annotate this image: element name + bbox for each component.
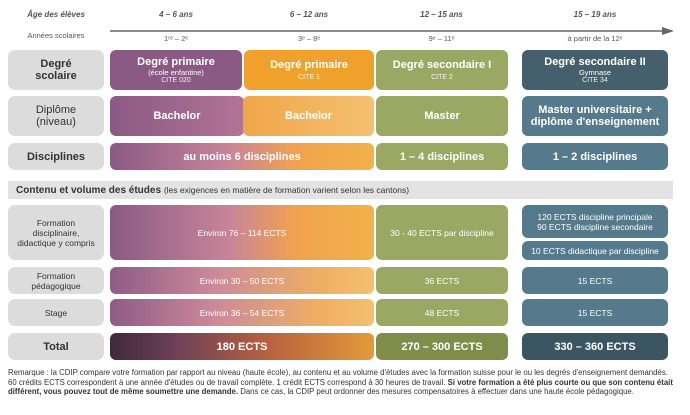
- diploma-cell-primary: Bachelor: [243, 96, 374, 136]
- degree-title: Degré secondaire II: [544, 55, 646, 68]
- degree-title: Degré secondaire I: [392, 58, 492, 71]
- degree-cite: CITE 34: [582, 76, 608, 84]
- pedagogique-cell-secondary-2: 15 ECTS: [522, 267, 668, 294]
- age-header-label: Âge des élèves: [27, 10, 85, 19]
- diploma-text: Master universitaire + diplôme d'enseign…: [530, 104, 660, 128]
- formation-cell-primary: Environ 76 – 114 ECTS: [110, 205, 374, 260]
- years-range-1: 1ʳᵉ – 2ᵉ: [163, 34, 189, 43]
- footnote-bold-text: Si votre formation a été plus courte ou …: [8, 377, 673, 397]
- disciplines-cell-secondary-2: 1 – 2 disciplines: [522, 143, 668, 170]
- formation-second-text: 90 ECTS discipline secondaire: [537, 221, 653, 232]
- age-range-1: 4 – 6 ans: [159, 10, 193, 19]
- pedagogique-cell-secondary-1: 36 ECTS: [376, 267, 508, 294]
- total-cell-primary: 180 ECTS: [110, 333, 374, 360]
- formation-cell-secondary-1: 30 - 40 ECTS par discipline: [376, 205, 508, 260]
- degree-row-label-text: Degré scolaire: [35, 58, 77, 82]
- degree-row-label: Degré scolaire: [8, 50, 104, 90]
- formation-main-text: 120 ECTS discipline principale: [537, 211, 653, 222]
- formation-didactique-text: 10 ECTS didactique par discipline: [531, 245, 659, 256]
- timeline-arrow: [110, 22, 674, 35]
- disciplines-text: au moins 6 disciplines: [183, 150, 301, 163]
- age-range-3: 12 – 15 ans: [420, 10, 463, 19]
- pedagogique-row-label-text: Formation pédagogique: [31, 270, 81, 291]
- degree-cite: CITE 2: [431, 73, 453, 81]
- footnote-end-text: Dans ce cas, la CDIP peut ordonner des m…: [240, 387, 634, 397]
- diploma-cell-secondary-2: Master universitaire + diplôme d'enseign…: [522, 96, 668, 136]
- formation-text: 30 - 40 ECTS par discipline: [390, 227, 494, 238]
- diploma-row-label: Diplôme (niveau): [8, 96, 104, 136]
- degree-cite: CITE 1: [298, 73, 320, 81]
- disciplines-text: 1 – 2 disciplines: [552, 150, 638, 163]
- degree-cell-secondary-1: Degré secondaire I CITE 2: [376, 50, 508, 90]
- years-header-label: Années scolaires: [27, 31, 85, 40]
- stage-cell-secondary-2: 15 ECTS: [522, 299, 668, 326]
- stage-cell-primary: Environ 36 – 54 ECTS: [110, 299, 374, 326]
- formation-row-label: Formation disciplinaire, didactique y co…: [8, 205, 104, 260]
- total-cell-secondary-1: 270 – 300 ECTS: [376, 333, 508, 360]
- diploma-text: Master: [424, 110, 460, 122]
- total-text: 330 – 360 ECTS: [554, 340, 636, 353]
- degree-cite: CITE 020: [161, 76, 191, 84]
- degree-title: Degré primaire: [270, 58, 348, 71]
- age-range-2: 6 – 12 ans: [289, 10, 329, 19]
- formation-text: Environ 76 – 114 ECTS: [197, 227, 287, 238]
- years-range-4: à partir de la 12ᵉ: [567, 34, 623, 43]
- diploma-text: Bachelor: [153, 110, 201, 122]
- degree-cell-primary: Degré primaire CITE 1: [244, 50, 374, 90]
- diploma-cell-secondary-1: Master: [376, 96, 508, 136]
- stage-cell-secondary-1: 48 ECTS: [376, 299, 508, 326]
- diploma-text: Bachelor: [284, 110, 333, 122]
- disciplines-cell-secondary-1: 1 – 4 disciplines: [376, 143, 508, 170]
- years-range-3: 9ᵉ – 11ᵉ: [428, 34, 455, 43]
- diploma-cell-kindergarten: Bachelor: [110, 96, 244, 136]
- stage-text: Environ 36 – 54 ECTS: [199, 307, 285, 318]
- formation-row-label-text: Formation disciplinaire, didactique y co…: [17, 217, 95, 248]
- total-text: 270 – 300 ECTS: [401, 340, 483, 353]
- diploma-row-label-text: Diplôme (niveau): [35, 104, 77, 128]
- pedagogique-text: Environ 30 – 50 ECTS: [199, 275, 285, 286]
- degree-cell-kindergarten: Degré primaire (école enfantine) CITE 02…: [110, 50, 242, 90]
- stage-text: 48 ECTS: [424, 307, 460, 318]
- years-range-2: 3ᵉ – 8ᵉ: [297, 34, 321, 43]
- pedagogique-text: 36 ECTS: [424, 275, 460, 286]
- degree-subtitle: (école enfantine): [148, 67, 204, 77]
- pedagogique-cell-primary: Environ 30 – 50 ECTS: [110, 267, 374, 294]
- footnote: Remarque : la CDIP compare votre formati…: [8, 368, 674, 397]
- formation-cell-secondary-2-main: 120 ECTS discipline principale 90 ECTS d…: [522, 205, 668, 238]
- total-row-label: Total: [8, 333, 104, 360]
- disciplines-row-label-text: Disciplines: [26, 150, 86, 163]
- total-cell-secondary-2: 330 – 360 ECTS: [522, 333, 668, 360]
- age-range-4: 15 – 19 ans: [573, 10, 617, 19]
- stage-row-label-text: Stage: [44, 307, 68, 318]
- pedagogique-row-label: Formation pédagogique: [8, 267, 104, 294]
- section-title: Contenu et volume des études: [16, 185, 162, 196]
- section-subtitle: (les exigences en matière de formation v…: [163, 185, 410, 195]
- section-header-bar: Contenu et volume des études (les exigen…: [8, 181, 673, 199]
- degree-subtitle: Gymnase: [578, 67, 612, 77]
- footnote-text: Remarque : la CDIP compare votre formati…: [8, 368, 668, 387]
- stage-row-label: Stage: [8, 299, 104, 326]
- stage-text: 15 ECTS: [577, 307, 613, 318]
- total-text: 180 ECTS: [216, 340, 268, 353]
- formation-cell-secondary-2-didactique: 10 ECTS didactique par discipline: [522, 241, 668, 260]
- disciplines-cell-primary: au moins 6 disciplines: [110, 143, 374, 170]
- total-row-label-text: Total: [43, 340, 69, 353]
- pedagogique-text: 15 ECTS: [577, 275, 613, 286]
- degree-title: Degré primaire: [137, 55, 215, 68]
- disciplines-row-label: Disciplines: [8, 143, 104, 170]
- disciplines-text: 1 – 4 disciplines: [399, 150, 485, 163]
- degree-cell-secondary-2: Degré secondaire II Gymnase CITE 34: [522, 50, 668, 90]
